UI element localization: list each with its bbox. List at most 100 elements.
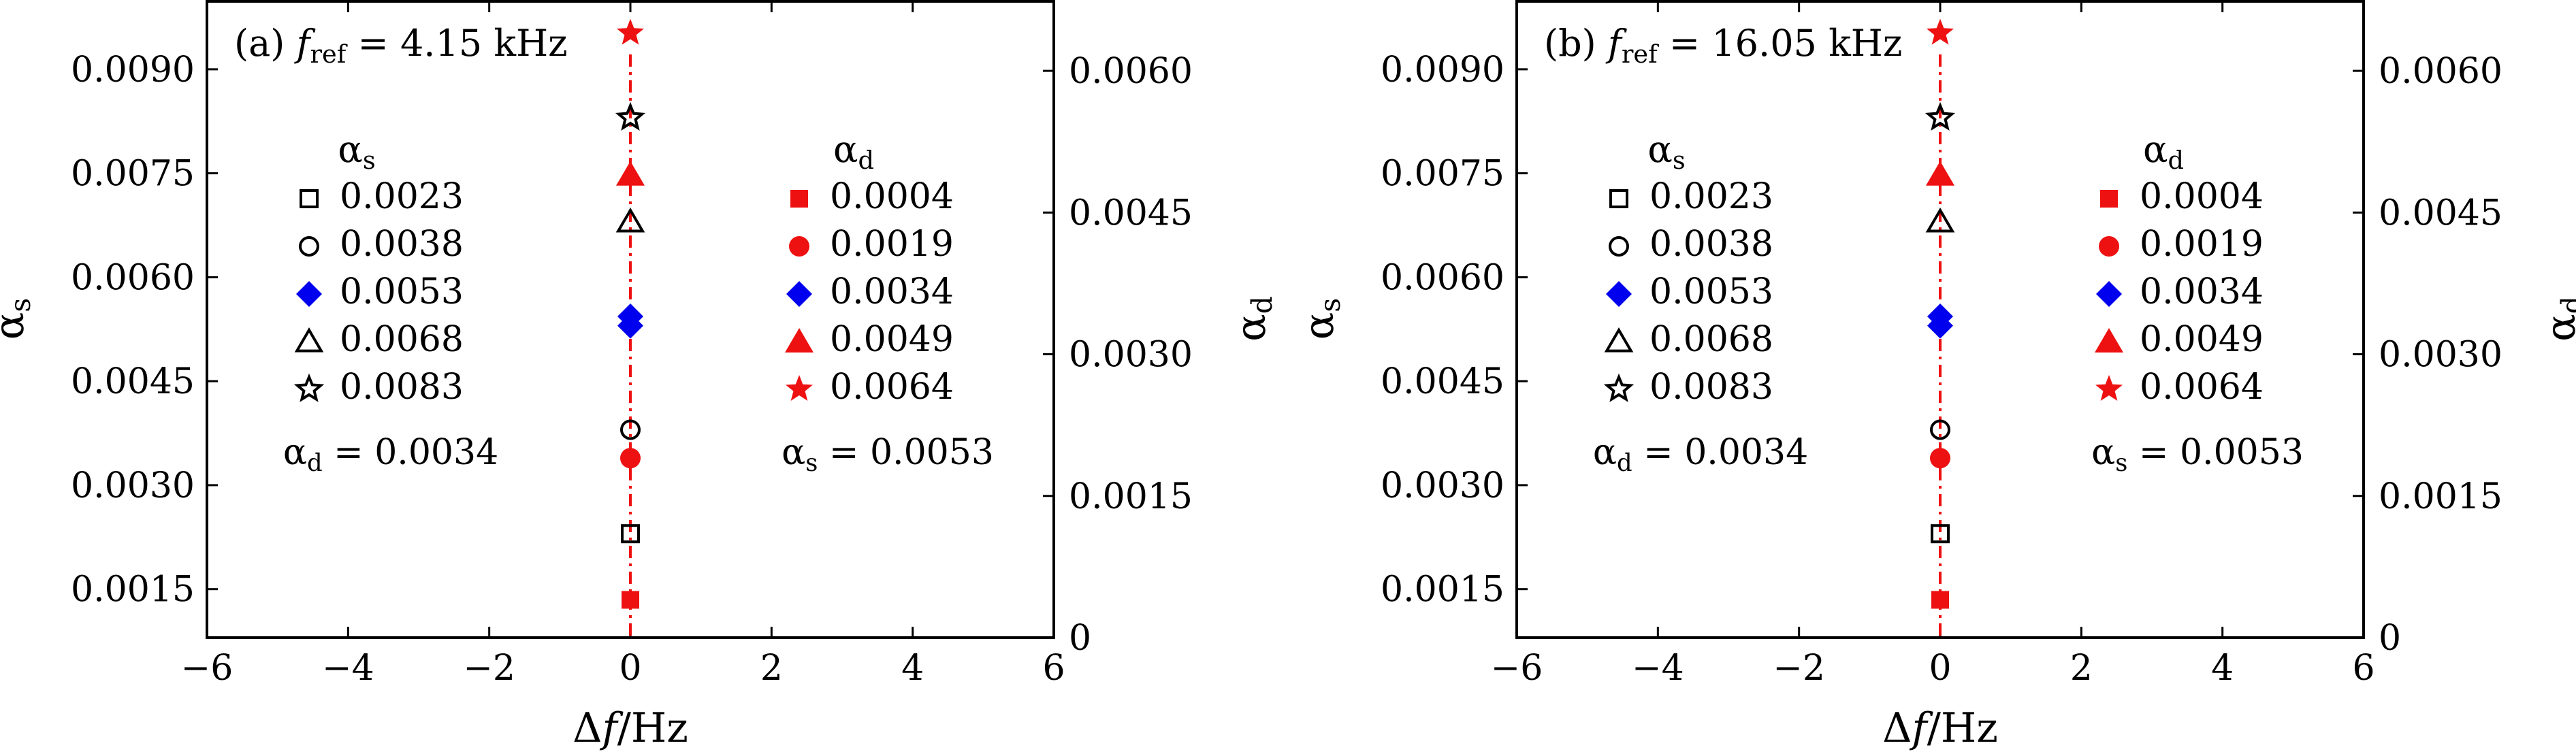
legend-left-label-0: 0.0023 [340, 176, 464, 217]
legend-left-marker-0 [1609, 189, 1628, 208]
x-tick-label: −4 [322, 648, 374, 689]
legend-right-marker-0 [2100, 190, 2118, 208]
legend-left-marker-2 [296, 281, 322, 307]
legend-right-label-1: 0.0019 [2140, 224, 2264, 265]
data-point-right-1 [620, 448, 641, 469]
legend-left-marker-2 [1606, 281, 1632, 307]
y-tick-label-right: 0 [2379, 618, 2401, 659]
y-tick-label-right: 0.0030 [2379, 335, 2502, 376]
legend-right-marker-0 [790, 190, 808, 208]
x-tick-label: 2 [760, 648, 783, 689]
x-tick-label: 0 [1929, 648, 1951, 689]
y-tick-label-left: 0.0075 [71, 154, 195, 195]
y-tick-label-left: 0.0045 [71, 361, 195, 402]
y-tick-label-right: 0.0045 [1069, 193, 1193, 233]
data-point-right-0 [1931, 591, 1949, 609]
y-tick-label-right: 0.0060 [2379, 51, 2502, 92]
legend-right-label-1: 0.0019 [830, 224, 954, 265]
data-point-right-4 [617, 18, 644, 45]
legend-right-marker-3 [785, 328, 814, 353]
x-tick-label: −6 [1491, 648, 1543, 689]
legend-right-title: αd [2143, 128, 2184, 175]
legend-left-marker-1 [299, 236, 319, 257]
y-axis-title-left: αs [0, 298, 37, 340]
y-tick-label-right: 0 [1069, 618, 1091, 659]
data-point-right-2 [617, 304, 643, 330]
data-point-right-3 [1926, 161, 1954, 186]
data-point-left-1 [620, 419, 641, 440]
x-tick-label: 6 [2352, 648, 2374, 689]
legend-right-label-0: 0.0004 [830, 176, 954, 217]
legend-left-footer: αd = 0.0034 [1593, 432, 1808, 477]
legend-right-marker-4 [786, 375, 813, 401]
x-tick-label: −2 [1773, 648, 1825, 689]
x-tick-label: 2 [2070, 648, 2093, 689]
legend-right-label-0: 0.0004 [2140, 176, 2264, 217]
legend-left-label-4: 0.0083 [340, 367, 464, 408]
data-point-left-4 [615, 101, 646, 131]
legend-right-marker-2 [786, 281, 812, 307]
panel-b: −6 −4 −2 0 2 4 6 0.0015 0.0030 0.0045 0.0060 0.0075… [1295, 0, 2576, 752]
legend-right-label-2: 0.0034 [830, 272, 954, 312]
y-tick-label-right: 0.0045 [2379, 193, 2502, 233]
legend-left-marker-3 [1604, 327, 1634, 353]
panel-a: −6 −4 −2 0 2 4 6 0.0015 0.0030 0.0045 0.0060 0.0075… [0, 0, 1278, 752]
legend-right-label-4: 0.0064 [2140, 367, 2264, 408]
data-point-right-4 [1927, 18, 1954, 45]
legend-right-marker-3 [2095, 328, 2123, 353]
x-tick-label: −6 [181, 648, 234, 689]
legend-left-marker-4 [1603, 373, 1635, 402]
legend-left-label-2: 0.0053 [340, 272, 464, 312]
x-tick-label: −4 [1632, 648, 1684, 689]
panel-title: (b) fref = 16.05 kHz [1544, 22, 1902, 69]
legend-right-marker-1 [789, 236, 809, 257]
legend-left-marker-0 [300, 189, 319, 208]
x-tick-label: 4 [901, 648, 924, 689]
legend-right-footer: αs = 0.0053 [2091, 432, 2304, 477]
legend-left-label-0: 0.0023 [1649, 176, 1773, 217]
y-tick-label-left: 0.0060 [1381, 257, 1504, 298]
x-tick-label: 0 [619, 648, 641, 689]
legend-left-marker-1 [1609, 236, 1629, 257]
legend-left-label-3: 0.0068 [340, 319, 464, 360]
legend-left-label-1: 0.0038 [340, 224, 464, 265]
y-tick-label-left: 0.0090 [71, 50, 195, 91]
legend-left-label-1: 0.0038 [1649, 224, 1773, 265]
legend-right-label-3: 0.0049 [2140, 319, 2264, 360]
legend-right-label-2: 0.0034 [2140, 272, 2264, 312]
data-point-right-3 [616, 161, 645, 186]
panel-title: (a) fref = 4.15 kHz [234, 22, 568, 69]
legend-left-label-4: 0.0083 [1649, 367, 1773, 408]
data-point-right-0 [622, 591, 639, 609]
data-point-left-0 [1931, 524, 1950, 544]
y-axis-title-left: αs [1295, 298, 1347, 340]
data-point-left-1 [1930, 419, 1950, 440]
x-tick-label: 4 [2211, 648, 2234, 689]
legend-right-label-4: 0.0064 [830, 367, 954, 408]
data-point-right-2 [1927, 304, 1953, 330]
legend-left-title: αs [338, 128, 375, 175]
data-point-left-3 [1925, 207, 1955, 233]
y-axis-title-right: αd [2537, 296, 2576, 342]
legend-left-marker-4 [293, 373, 325, 402]
legend-right-marker-2 [2096, 281, 2122, 307]
legend-left-label-2: 0.0053 [1649, 272, 1773, 312]
legend-right-footer: αs = 0.0053 [782, 432, 994, 477]
legend-right-label-3: 0.0049 [830, 319, 954, 360]
data-point-left-3 [615, 207, 645, 233]
y-tick-label-left: 0.0090 [1381, 50, 1504, 91]
x-tick-label: −2 [463, 648, 515, 689]
legend-right-marker-1 [2099, 236, 2119, 257]
y-tick-label-right: 0.0015 [2379, 476, 2502, 517]
data-point-right-1 [1930, 448, 1950, 469]
y-tick-label-right: 0.0015 [1069, 476, 1193, 517]
y-tick-label-left: 0.0075 [1381, 154, 1504, 195]
y-tick-label-left: 0.0030 [71, 465, 195, 506]
legend-left-marker-3 [294, 327, 324, 353]
y-tick-label-right: 0.0060 [1069, 51, 1193, 92]
data-point-left-0 [621, 524, 640, 544]
legend-left-label-3: 0.0068 [1649, 319, 1773, 360]
legend-right-title: αd [833, 128, 874, 175]
legend-left-footer: αd = 0.0034 [283, 432, 498, 477]
